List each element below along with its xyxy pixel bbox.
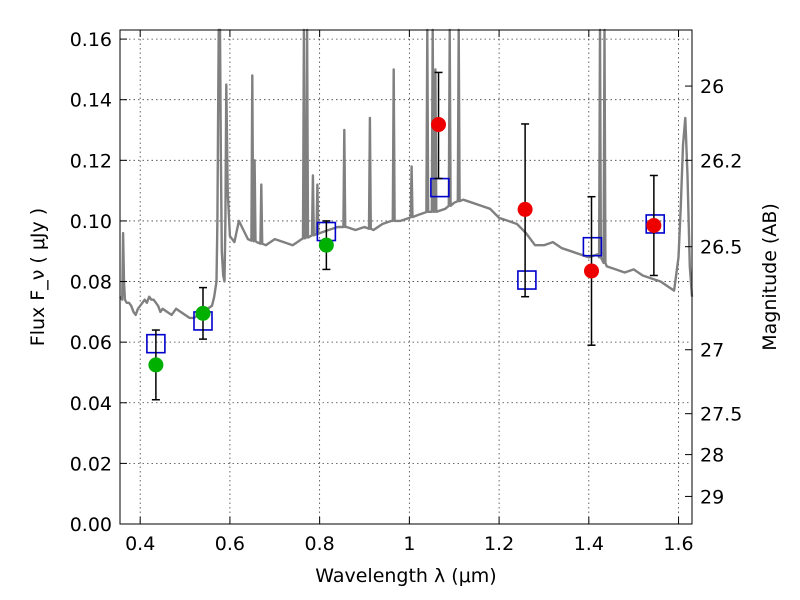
model-square-4 xyxy=(517,270,537,290)
y-tick-label-3: 0.06 xyxy=(70,332,112,354)
y-tick-label-5: 0.10 xyxy=(70,211,112,233)
x-tick-label-0: 0.4 xyxy=(125,533,155,555)
y-tick-label-0: 0.00 xyxy=(70,514,112,536)
x-tick-label-3: 1 xyxy=(403,533,415,555)
sed-model-line xyxy=(119,28,694,320)
obs-point-0-1 xyxy=(195,305,211,321)
right-tick-label-0: 26 xyxy=(700,76,724,98)
right-tick-label-3: 27 xyxy=(700,340,724,362)
x-tick-label-6: 1.6 xyxy=(663,533,693,555)
obs-point-0-0 xyxy=(148,357,164,373)
data-points xyxy=(146,71,666,401)
y-tick-label-2: 0.04 xyxy=(70,393,112,415)
y-ticks: 0.00 0.02 0.04 0.06 0.08 0.10 0.12 0.14 0.16 xyxy=(70,29,127,536)
x-tick-label-1: 0.6 xyxy=(215,533,245,555)
y-tick-label-6: 0.12 xyxy=(70,150,112,172)
grid-layer xyxy=(120,30,692,524)
x-tick-label-4: 1.2 xyxy=(484,533,514,555)
right-axis-title: Magnitude (AB) xyxy=(759,203,781,351)
obs-point-0-2 xyxy=(318,237,334,253)
x-tick-label-2: 0.8 xyxy=(305,533,335,555)
right-tick-label-4: 27.5 xyxy=(700,404,742,426)
y-tick-label-7: 0.14 xyxy=(70,90,112,112)
right-ticks: 26 26.2 26.5 27 27.5 28 29 xyxy=(685,76,742,508)
y-tick-label-1: 0.02 xyxy=(70,453,112,475)
x-ticks: 0.4 0.6 0.8 1 1.2 1.4 1.6 xyxy=(125,30,694,555)
plot-frame xyxy=(119,29,693,525)
model-square-5 xyxy=(582,236,603,257)
obs-point-1-0 xyxy=(431,117,447,133)
y-tick-label-8: 0.16 xyxy=(70,29,112,51)
right-tick-label-6: 29 xyxy=(700,486,724,508)
obs-point-1-3 xyxy=(646,217,662,233)
right-tick-label-5: 28 xyxy=(700,445,724,467)
obs-point-1-1 xyxy=(517,201,533,217)
obs-point-1-2 xyxy=(584,263,600,279)
right-tick-label-1: 26.2 xyxy=(700,150,742,172)
right-tick-label-2: 26.5 xyxy=(700,237,742,259)
y-axis-title: Flux F_ν ( μJy ) xyxy=(27,208,49,346)
x-axis-title: Wavelength λ (μm) xyxy=(315,565,496,587)
model-square-6 xyxy=(645,214,666,234)
sed-model-path xyxy=(119,28,694,320)
y-tick-label-4: 0.08 xyxy=(70,272,112,294)
x-tick-label-5: 1.4 xyxy=(574,533,604,555)
